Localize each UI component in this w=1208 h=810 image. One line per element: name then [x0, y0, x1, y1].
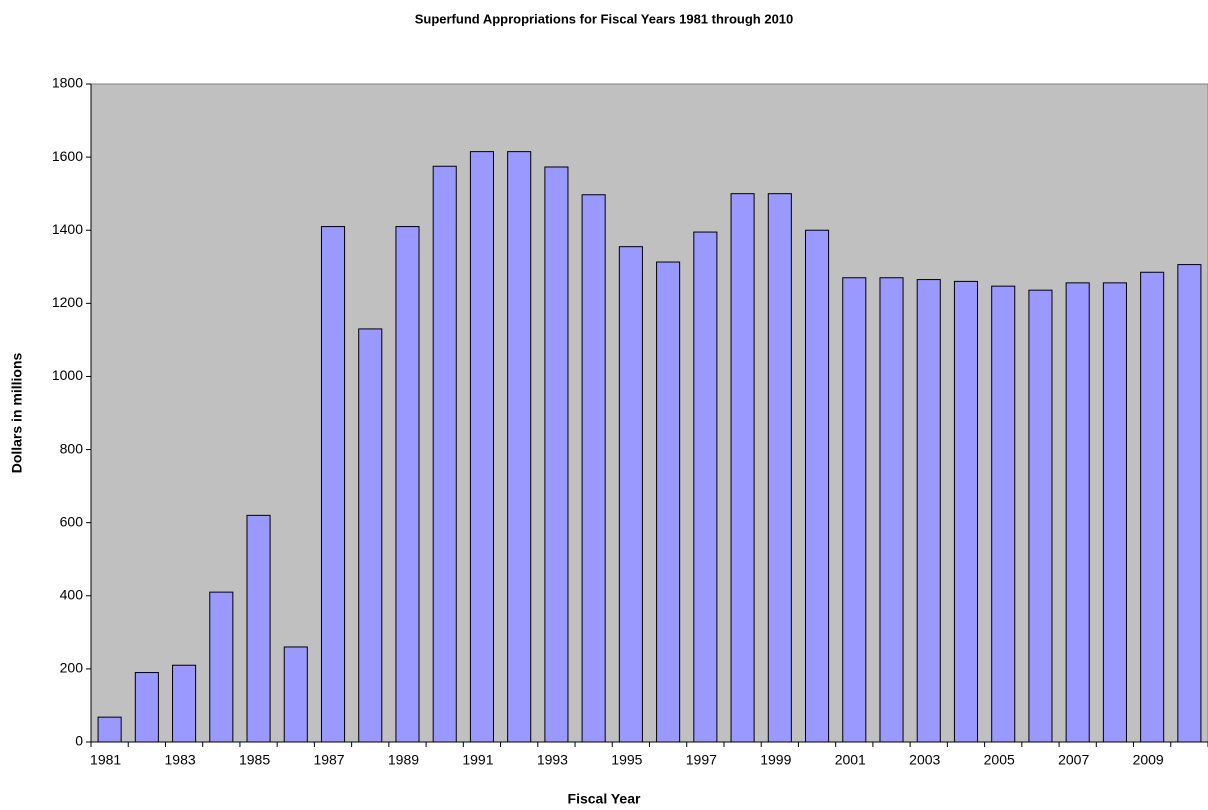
bar — [246, 514, 271, 743]
bar — [842, 277, 867, 743]
y-tick-label: 1000 — [52, 367, 83, 383]
bar — [953, 280, 979, 743]
bar — [134, 672, 159, 743]
y-tick-label: 1600 — [52, 148, 83, 164]
bar — [507, 151, 532, 743]
y-tick-label: 400 — [60, 586, 84, 602]
bar — [469, 151, 494, 743]
y-tick-label: 1800 — [52, 75, 83, 91]
bar — [656, 261, 681, 743]
bar — [1028, 289, 1053, 743]
y-tick-label: 200 — [60, 660, 84, 676]
y-tick-label: 1400 — [52, 221, 83, 237]
bar — [991, 285, 1016, 743]
bar — [581, 194, 606, 743]
plot-area — [90, 83, 1208, 743]
x-tick-label: 1985 — [239, 752, 270, 768]
bar — [172, 664, 197, 743]
x-tick-label: 1993 — [537, 752, 568, 768]
bar — [283, 646, 308, 743]
x-tick-label: 1991 — [462, 752, 493, 768]
bar — [97, 716, 122, 743]
bar — [730, 193, 755, 743]
x-tick-label: 1995 — [611, 752, 642, 768]
bar — [1065, 282, 1090, 743]
bar — [693, 231, 718, 743]
bar — [805, 229, 830, 743]
x-tick-label: 1983 — [165, 752, 196, 768]
x-tick-label: 2003 — [909, 752, 940, 768]
y-tick-label: 800 — [60, 440, 84, 456]
x-tick-label: 1989 — [388, 752, 419, 768]
bar — [1102, 282, 1127, 743]
bar — [209, 591, 234, 743]
bar — [1140, 271, 1165, 743]
x-tick-label: 2007 — [1058, 752, 1089, 768]
x-axis-label: Fiscal Year — [568, 791, 641, 807]
y-axis-label: Dollars in millions — [9, 353, 25, 474]
y-tick-label: 1200 — [52, 294, 83, 310]
y-tick-label: 0 — [75, 733, 83, 749]
x-tick-label: 1997 — [686, 752, 717, 768]
bar — [358, 328, 383, 743]
y-tick-label: 600 — [60, 513, 84, 529]
x-tick-label: 1987 — [313, 752, 344, 768]
bar — [767, 193, 792, 743]
bar — [618, 246, 643, 743]
bar — [432, 165, 457, 743]
bar — [1177, 264, 1202, 743]
x-tick-label: 2009 — [1133, 752, 1164, 768]
bar — [395, 226, 420, 743]
bar — [916, 279, 941, 743]
bar — [879, 277, 904, 743]
x-tick-label: 2001 — [835, 752, 866, 768]
x-tick-label: 1981 — [90, 752, 121, 768]
x-tick-label: 1999 — [760, 752, 791, 768]
bar — [544, 166, 569, 743]
x-tick-label: 2005 — [984, 752, 1015, 768]
bar — [320, 226, 346, 743]
chart-title: Superfund Appropriations for Fiscal Year… — [415, 11, 794, 26]
